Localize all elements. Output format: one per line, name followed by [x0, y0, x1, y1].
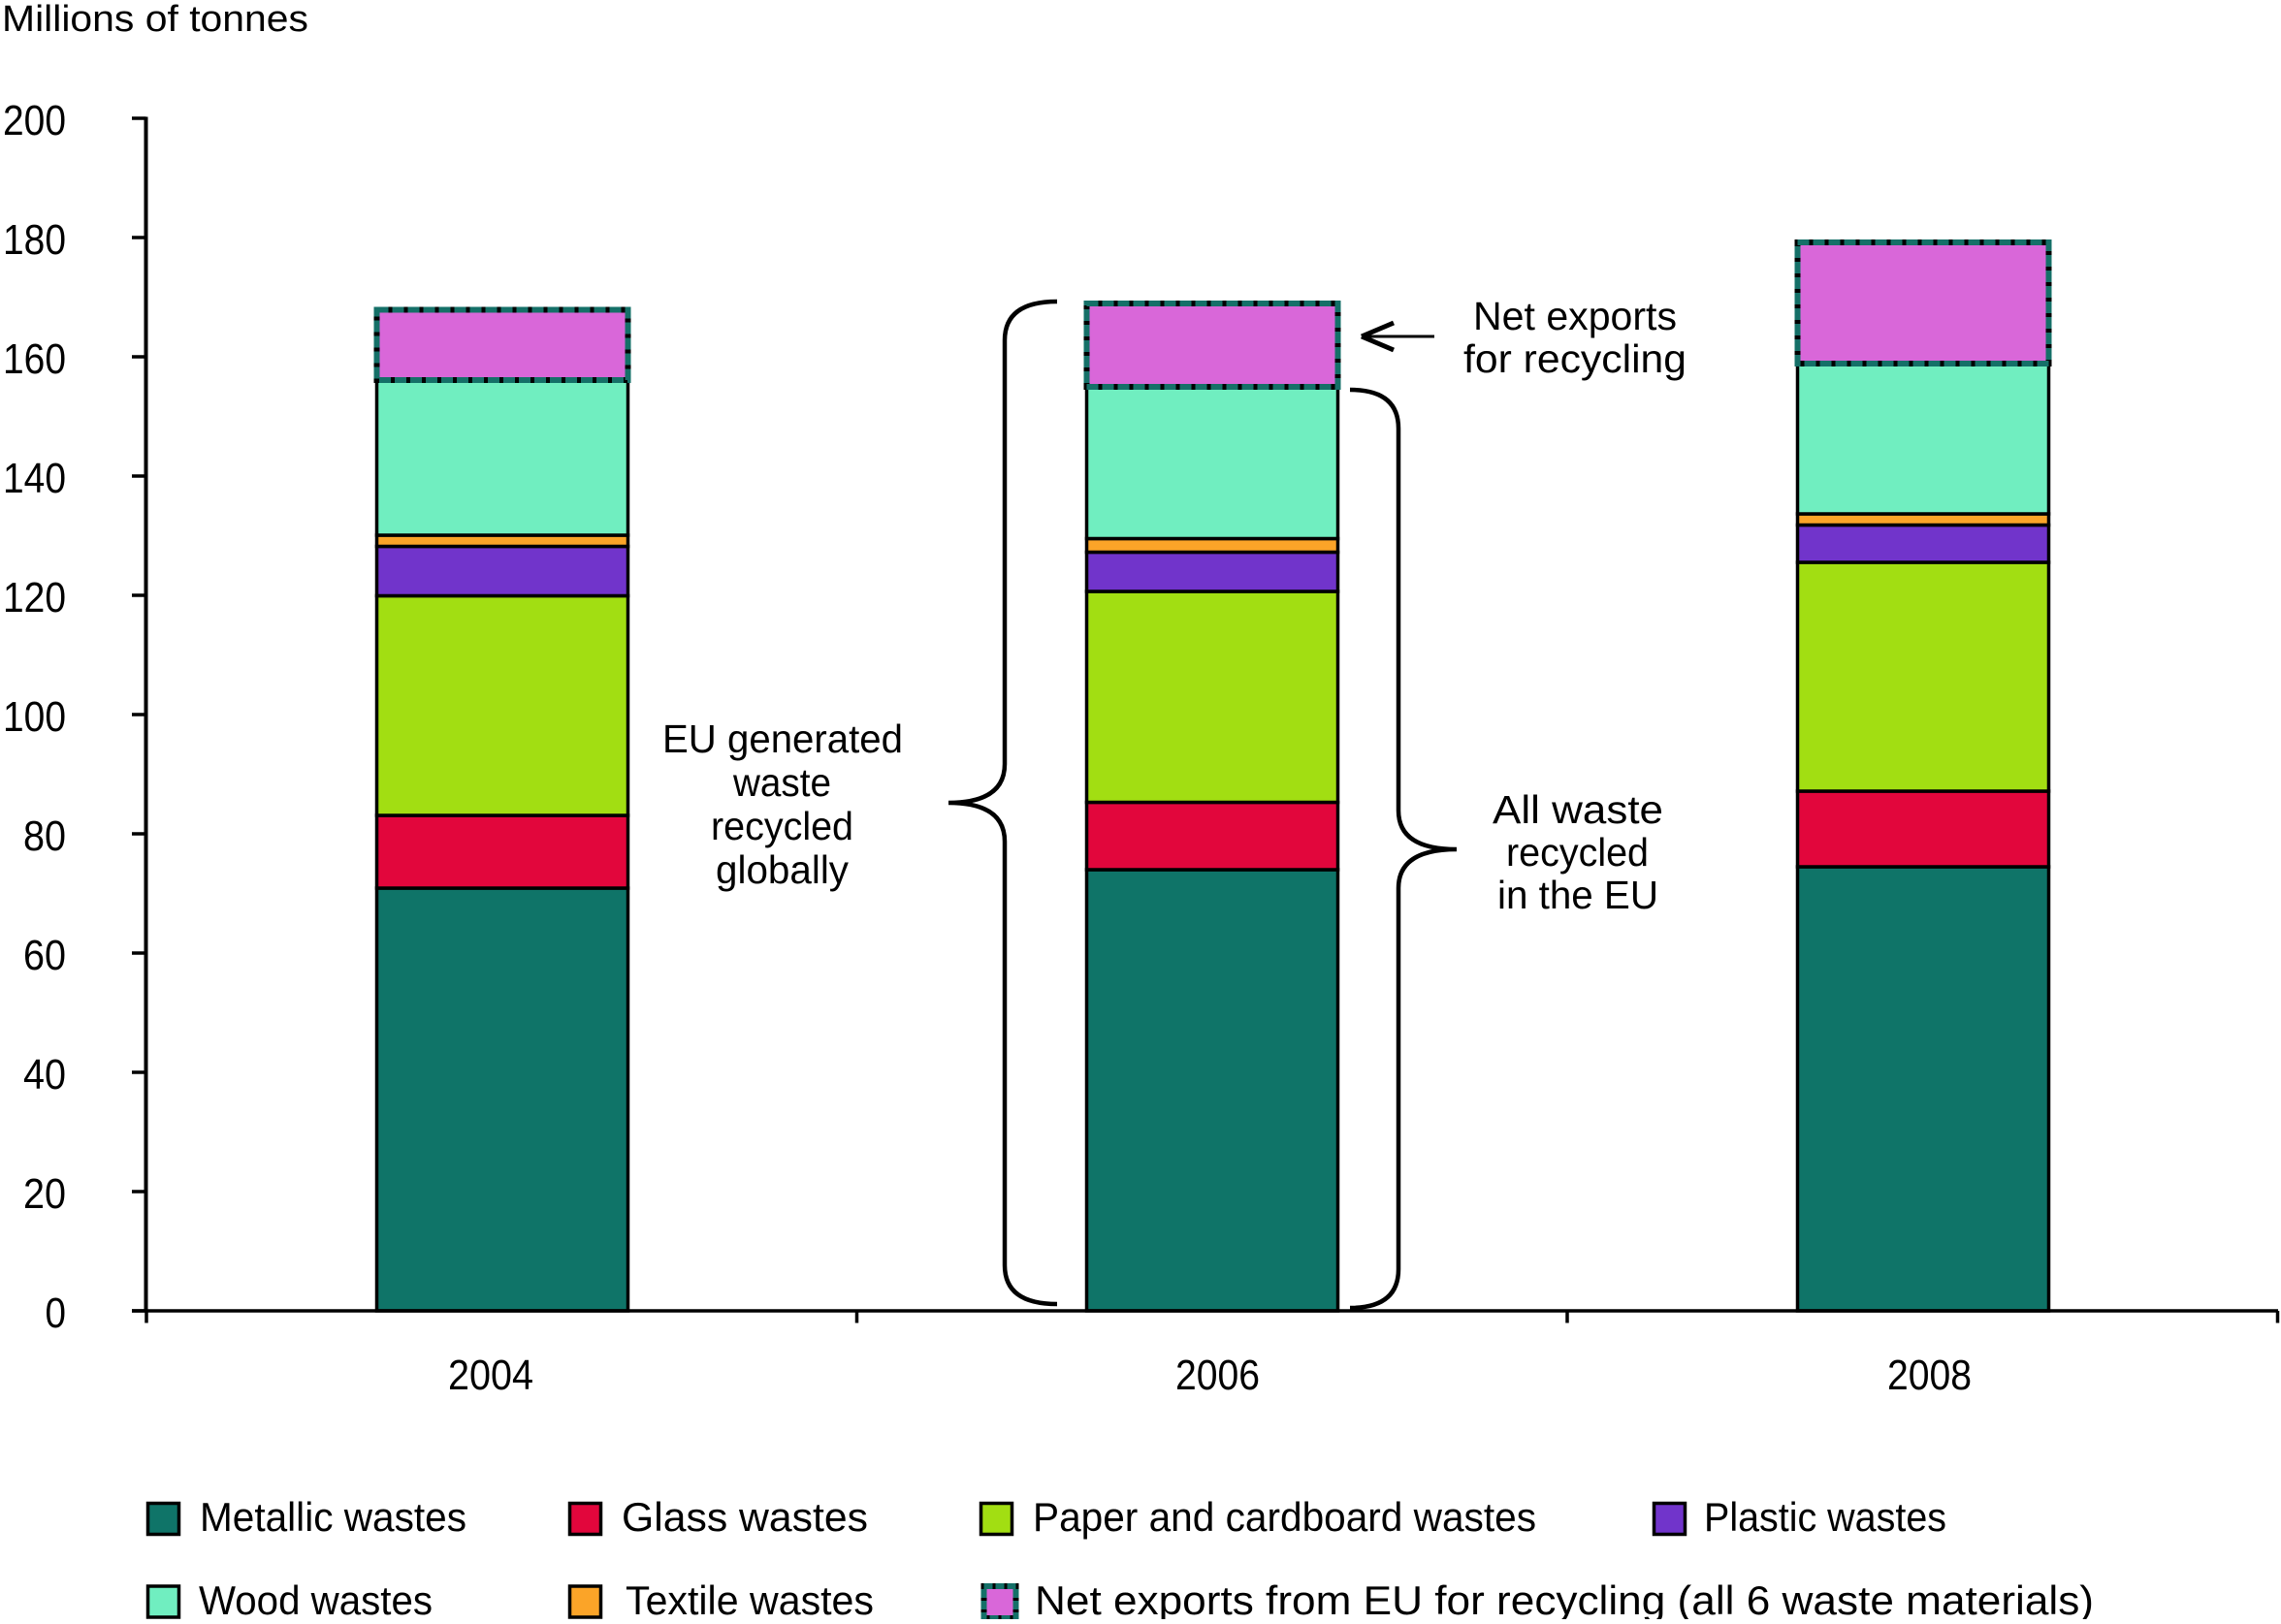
- svg-text:recycled: recycled: [711, 804, 853, 848]
- svg-text:120: 120: [3, 574, 66, 621]
- svg-text:2004: 2004: [448, 1352, 533, 1399]
- svg-text:2008: 2008: [1887, 1352, 1972, 1399]
- svg-text:200: 200: [3, 97, 66, 144]
- svg-text:for recycling: for recycling: [1463, 336, 1687, 381]
- svg-text:Wood wastes: Wood wastes: [199, 1577, 433, 1619]
- svg-text:recycled: recycled: [1506, 830, 1649, 875]
- svg-text:Plastic wastes: Plastic wastes: [1704, 1494, 1946, 1540]
- svg-text:Paper and cardboard wastes: Paper and cardboard wastes: [1033, 1494, 1536, 1540]
- svg-text:0: 0: [46, 1290, 67, 1337]
- svg-text:180: 180: [3, 216, 66, 264]
- svg-text:80: 80: [23, 812, 66, 860]
- svg-text:All waste: All waste: [1493, 787, 1663, 832]
- svg-text:160: 160: [3, 335, 66, 383]
- svg-text:Millions of tonnes: Millions of tonnes: [2, 0, 308, 40]
- svg-text:20: 20: [23, 1170, 66, 1218]
- svg-text:100: 100: [3, 693, 66, 741]
- svg-text:Glass wastes: Glass wastes: [622, 1494, 868, 1540]
- svg-text:40: 40: [23, 1051, 66, 1099]
- svg-text:60: 60: [23, 932, 66, 979]
- svg-text:waste: waste: [732, 760, 831, 805]
- svg-text:EU generated: EU generated: [662, 716, 903, 761]
- svg-text:Net exports: Net exports: [1473, 294, 1677, 338]
- svg-text:in the EU: in the EU: [1497, 873, 1658, 917]
- svg-text:2006: 2006: [1175, 1352, 1260, 1399]
- svg-text:Textile wastes: Textile wastes: [626, 1577, 874, 1619]
- svg-text:Net exports from EU for recycl: Net exports from EU for recycling (all 6…: [1035, 1577, 2094, 1619]
- svg-text:Metallic wastes: Metallic wastes: [200, 1494, 466, 1540]
- svg-text:globally: globally: [716, 847, 849, 892]
- svg-text:140: 140: [3, 455, 66, 502]
